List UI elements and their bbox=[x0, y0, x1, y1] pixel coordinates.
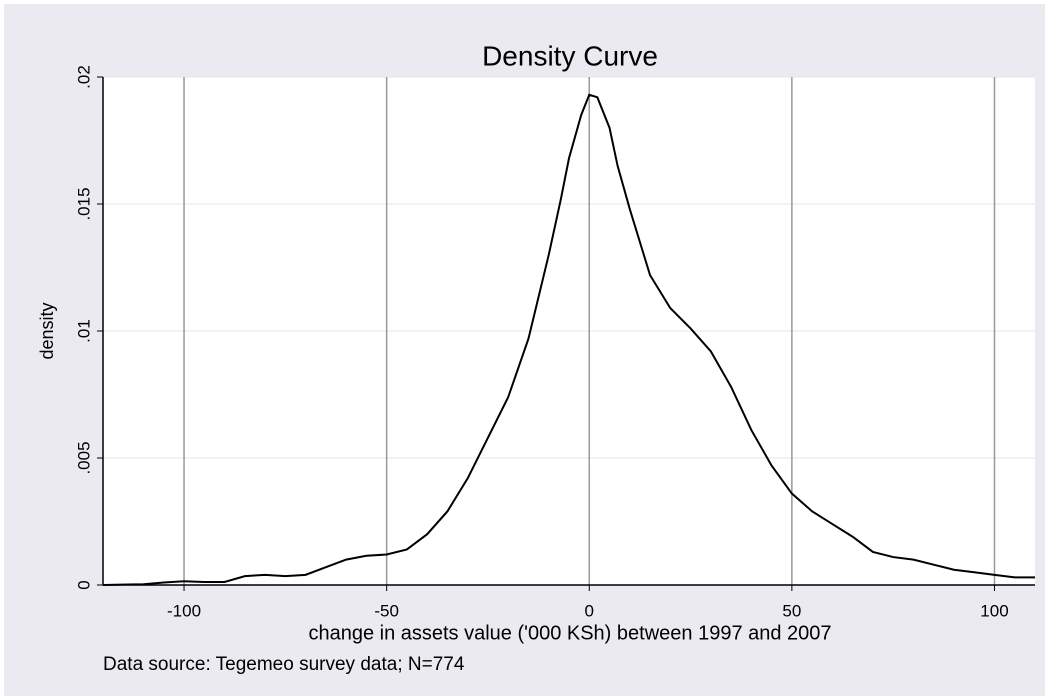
note: Data source: Tegemeo survey data; N=774 bbox=[103, 654, 465, 675]
x-tick-label: 50 bbox=[782, 601, 801, 620]
y-tick-label: 0 bbox=[74, 580, 93, 589]
y-tick-label: .01 bbox=[74, 319, 93, 343]
x-tick-label: 0 bbox=[585, 601, 594, 620]
y-tick-label: .005 bbox=[74, 441, 93, 474]
density-line bbox=[102, 93, 1035, 586]
y-tick-label: .02 bbox=[74, 65, 93, 89]
y-tick-label: .015 bbox=[74, 187, 93, 220]
x-axis-label: change in assets value ('000 KSh) betwee… bbox=[308, 622, 831, 644]
x-tick-label: 100 bbox=[980, 601, 1008, 620]
chart-title: Density Curve bbox=[482, 40, 658, 71]
x-tick-label: -50 bbox=[374, 601, 399, 620]
y-axis-label: density bbox=[37, 302, 57, 359]
x-tick-label: -100 bbox=[167, 601, 201, 620]
